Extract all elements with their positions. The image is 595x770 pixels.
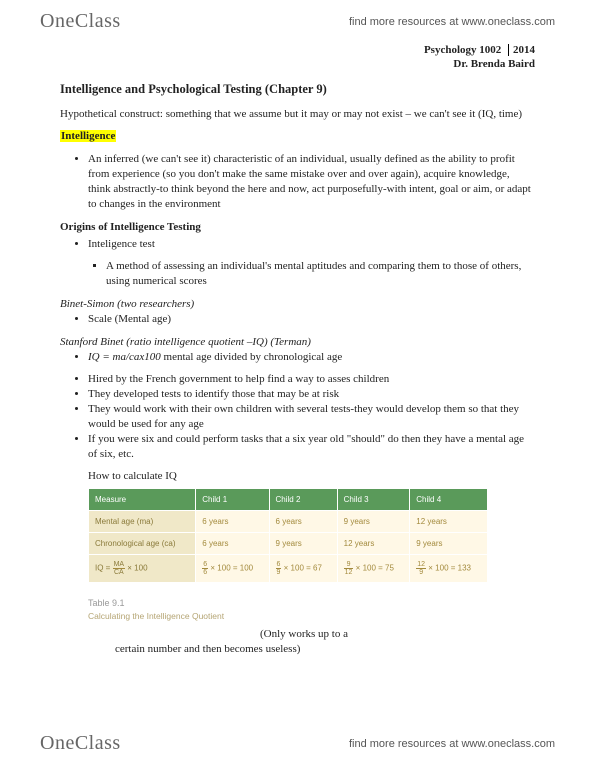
cell: 9 years: [269, 533, 337, 555]
iq-label: IQ =: [95, 564, 113, 573]
logo-text-pre: One: [40, 10, 75, 32]
table-caption: Table 9.1: [88, 597, 535, 609]
highlight-intelligence: Intelligence: [60, 130, 116, 142]
note-line-1: (Only works up to a: [260, 627, 535, 642]
row-label-iq: IQ = MACA × 100: [89, 555, 196, 583]
intelligence-definition: An inferred (we can't see it) characteri…: [88, 152, 535, 211]
binet-item: Scale (Mental age): [88, 312, 535, 327]
th-child4: Child 4: [410, 489, 488, 511]
intelligence-label: Intelligence: [60, 129, 535, 144]
logo-text-post: Class: [75, 732, 121, 754]
iq-generic: × 100: [125, 564, 147, 573]
table-header-row: Measure Child 1 Child 2 Child 3 Child 4: [89, 489, 488, 511]
course-header: Psychology 1002 2014 Dr. Brenda Baird: [60, 43, 535, 72]
cell-iq-3: 912 × 100 = 75: [337, 555, 410, 583]
th-child1: Child 1: [196, 489, 269, 511]
page-header: OneClass find more resources at www.onec…: [0, 0, 595, 38]
th-measure: Measure: [89, 489, 196, 511]
hypothetical-construct: Hypothetical construct: something that w…: [60, 107, 535, 122]
stanford-details-list: Hired by the French government to help f…: [60, 372, 535, 461]
course-code: Psychology 1002: [424, 44, 501, 56]
table-row: Mental age (ma) 6 years 6 years 9 years …: [89, 511, 488, 533]
cell: 12 years: [410, 511, 488, 533]
logo-text-pre: One: [40, 732, 75, 754]
origins-sublist: A method of assessing an individual's me…: [60, 259, 535, 289]
cell: 9 years: [337, 511, 410, 533]
cell-iq-1: 66 × 100 = 100: [196, 555, 269, 583]
th-child3: Child 3: [337, 489, 410, 511]
stanford-heading: Stanford Binet (ratio intelligence quoti…: [60, 335, 535, 350]
intelligence-list: An inferred (we can't see it) characteri…: [60, 152, 535, 211]
origins-subitem: A method of assessing an individual's me…: [106, 259, 535, 289]
stanford-detail-3: They would work with their own children …: [88, 402, 535, 432]
origins-heading: Origins of Intelligence Testing: [60, 220, 535, 235]
formula-explain: mental age divided by chronological age: [161, 351, 342, 363]
th-child2: Child 2: [269, 489, 337, 511]
formula-text: IQ = ma/cax100: [88, 351, 161, 363]
cell-iq-2: 69 × 100 = 67: [269, 555, 337, 583]
document-content: Psychology 1002 2014 Dr. Brenda Baird In…: [0, 38, 595, 657]
stanford-list: IQ = ma/cax100 mental age divided by chr…: [60, 350, 535, 365]
cell: 6 years: [196, 511, 269, 533]
iq-table: Measure Child 1 Child 2 Child 3 Child 4 …: [88, 488, 488, 583]
logo-text-post: Class: [75, 10, 121, 32]
stanford-detail-4: If you were six and could perform tasks …: [88, 432, 535, 462]
cell-iq-4: 129 × 100 = 133: [410, 555, 488, 583]
cell: 9 years: [410, 533, 488, 555]
binet-list: Scale (Mental age): [60, 312, 535, 327]
origins-item: Inteligence test: [88, 237, 535, 252]
note-line-2: certain number and then becomes useless): [115, 642, 535, 657]
howto-heading: How to calculate IQ: [88, 469, 535, 484]
logo: OneClass: [40, 10, 121, 33]
table-subcaption: Calculating the Intelligence Quotient: [88, 611, 535, 622]
row-label-ma: Mental age (ma): [89, 511, 196, 533]
footer-tagline: find more resources at www.oneclass.com: [349, 738, 555, 750]
header-tagline: find more resources at www.oneclass.com: [349, 16, 555, 28]
cell: 6 years: [269, 511, 337, 533]
table-row: Chronological age (ca) 6 years 9 years 1…: [89, 533, 488, 555]
stanford-detail-2: They developed tests to identify those t…: [88, 387, 535, 402]
row-label-ca: Chronological age (ca): [89, 533, 196, 555]
binet-heading: Binet-Simon (two researchers): [60, 297, 535, 312]
cell: 6 years: [196, 533, 269, 555]
page-footer: OneClass find more resources at www.onec…: [0, 722, 595, 760]
instructor: Dr. Brenda Baird: [453, 58, 535, 70]
stanford-detail-1: Hired by the French government to help f…: [88, 372, 535, 387]
origins-list: Inteligence test: [60, 237, 535, 252]
table-row-iq: IQ = MACA × 100 66 × 100 = 100 69 × 100 …: [89, 555, 488, 583]
page-title: Intelligence and Psychological Testing (…: [60, 82, 535, 97]
stanford-formula: IQ = ma/cax100 mental age divided by chr…: [88, 350, 535, 365]
course-year: 2014: [508, 44, 535, 56]
cell: 12 years: [337, 533, 410, 555]
footer-logo: OneClass: [40, 732, 121, 755]
